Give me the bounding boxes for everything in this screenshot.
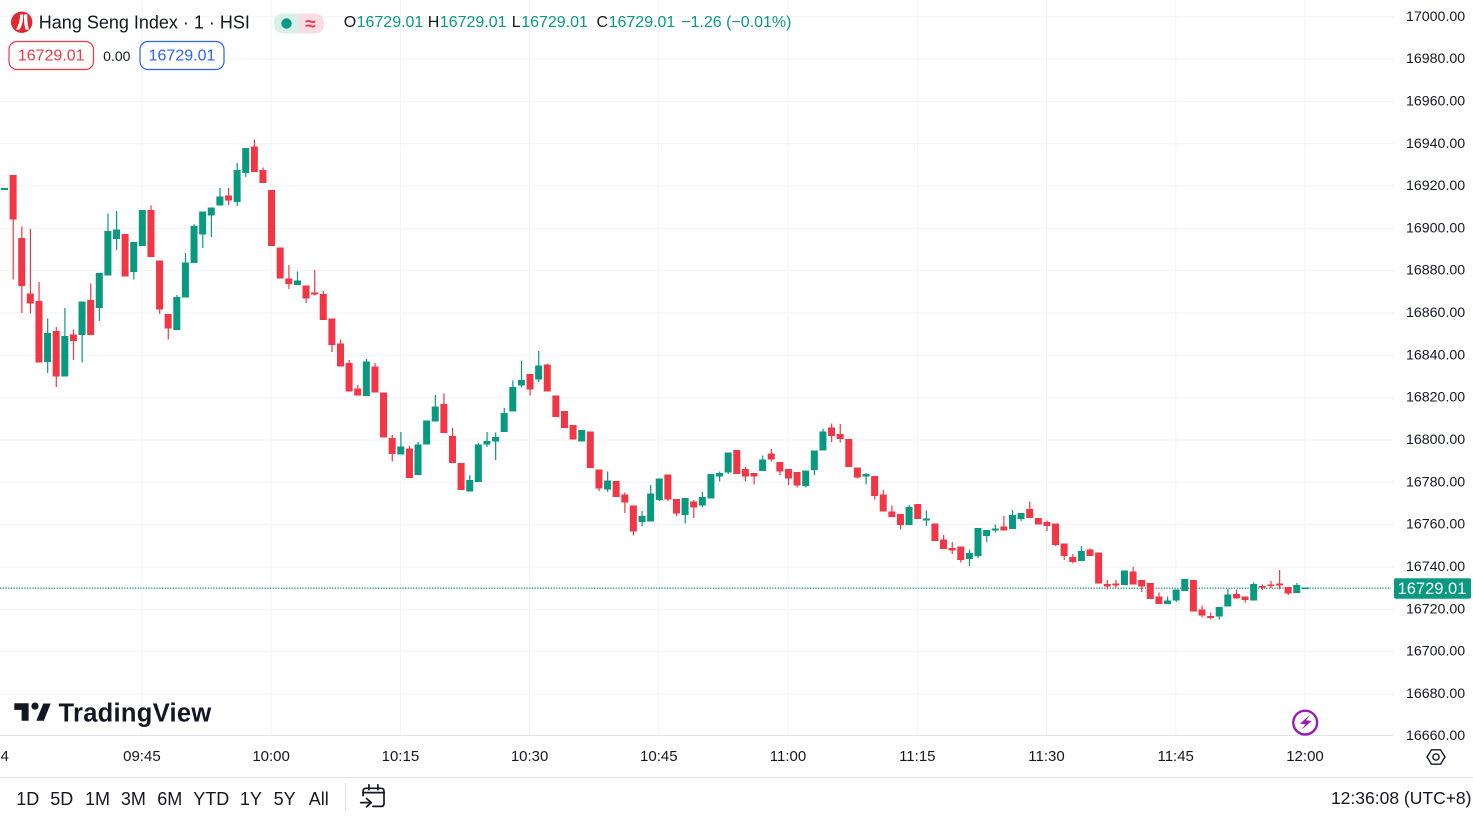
svg-text:16760.00: 16760.00 bbox=[1406, 517, 1465, 533]
svg-text:11:00: 11:00 bbox=[770, 748, 806, 765]
svg-text:C: C bbox=[597, 14, 609, 31]
svg-text:16940.00: 16940.00 bbox=[1406, 136, 1465, 152]
svg-text:17000.00: 17000.00 bbox=[1406, 9, 1465, 25]
svg-text:10:30: 10:30 bbox=[511, 748, 549, 765]
svg-text:16880.00: 16880.00 bbox=[1406, 263, 1465, 279]
svg-text:YTD: YTD bbox=[193, 789, 229, 809]
svg-text:L: L bbox=[512, 14, 521, 31]
svg-text:16720.00: 16720.00 bbox=[1406, 601, 1465, 617]
svg-text:16960.00: 16960.00 bbox=[1406, 93, 1465, 109]
svg-text:5D: 5D bbox=[50, 789, 73, 809]
svg-text:1M: 1M bbox=[85, 789, 110, 809]
svg-text:16900.00: 16900.00 bbox=[1406, 220, 1465, 236]
svg-text:10:15: 10:15 bbox=[382, 748, 420, 765]
svg-text:16920.00: 16920.00 bbox=[1406, 178, 1465, 194]
svg-text:4: 4 bbox=[1, 748, 9, 765]
svg-text:12:00: 12:00 bbox=[1286, 748, 1324, 765]
svg-text:11:30: 11:30 bbox=[1028, 748, 1064, 765]
svg-text:16680.00: 16680.00 bbox=[1406, 686, 1465, 702]
svg-text:All: All bbox=[309, 789, 329, 809]
svg-text:09:45: 09:45 bbox=[123, 748, 161, 765]
svg-text:16729.01: 16729.01 bbox=[521, 14, 588, 31]
svg-text:6M: 6M bbox=[157, 789, 182, 809]
svg-text:≈: ≈ bbox=[305, 14, 316, 35]
svg-text:16740.00: 16740.00 bbox=[1406, 559, 1465, 575]
svg-text:10:00: 10:00 bbox=[252, 748, 290, 765]
svg-text:16780.00: 16780.00 bbox=[1406, 474, 1465, 490]
svg-text:16729.01: 16729.01 bbox=[1398, 580, 1467, 598]
svg-text:11:45: 11:45 bbox=[1157, 748, 1193, 765]
svg-text:11:15: 11:15 bbox=[899, 748, 935, 765]
svg-text:16840.00: 16840.00 bbox=[1406, 347, 1465, 363]
svg-text:16729.01: 16729.01 bbox=[609, 14, 676, 31]
svg-text:H: H bbox=[428, 14, 440, 31]
svg-text:0.00: 0.00 bbox=[103, 48, 130, 64]
svg-text:16729.01: 16729.01 bbox=[18, 48, 85, 65]
svg-text:16860.00: 16860.00 bbox=[1406, 305, 1465, 321]
svg-text:3M: 3M bbox=[121, 789, 146, 809]
svg-text:16800.00: 16800.00 bbox=[1406, 432, 1465, 448]
svg-text:1Y: 1Y bbox=[240, 789, 262, 809]
svg-text:1D: 1D bbox=[16, 789, 39, 809]
svg-text:16729.01: 16729.01 bbox=[357, 14, 424, 31]
svg-text:16980.00: 16980.00 bbox=[1406, 51, 1465, 67]
svg-text:O: O bbox=[344, 14, 356, 31]
svg-text:16700.00: 16700.00 bbox=[1406, 644, 1465, 660]
svg-text:12:36:08 (UTC+8): 12:36:08 (UTC+8) bbox=[1331, 788, 1472, 808]
svg-text:5Y: 5Y bbox=[274, 789, 296, 809]
svg-text:16729.01: 16729.01 bbox=[440, 14, 507, 31]
svg-text:10:45: 10:45 bbox=[640, 748, 678, 765]
svg-text:16729.01: 16729.01 bbox=[149, 48, 216, 65]
svg-text:−1.26 (−0.01%): −1.26 (−0.01%) bbox=[681, 14, 791, 31]
svg-text:16660.00: 16660.00 bbox=[1406, 728, 1465, 744]
svg-text:TradingView: TradingView bbox=[59, 700, 212, 728]
svg-text:Hang Seng Index · 1 · HSI: Hang Seng Index · 1 · HSI bbox=[39, 13, 250, 33]
svg-text:16820.00: 16820.00 bbox=[1406, 390, 1465, 406]
